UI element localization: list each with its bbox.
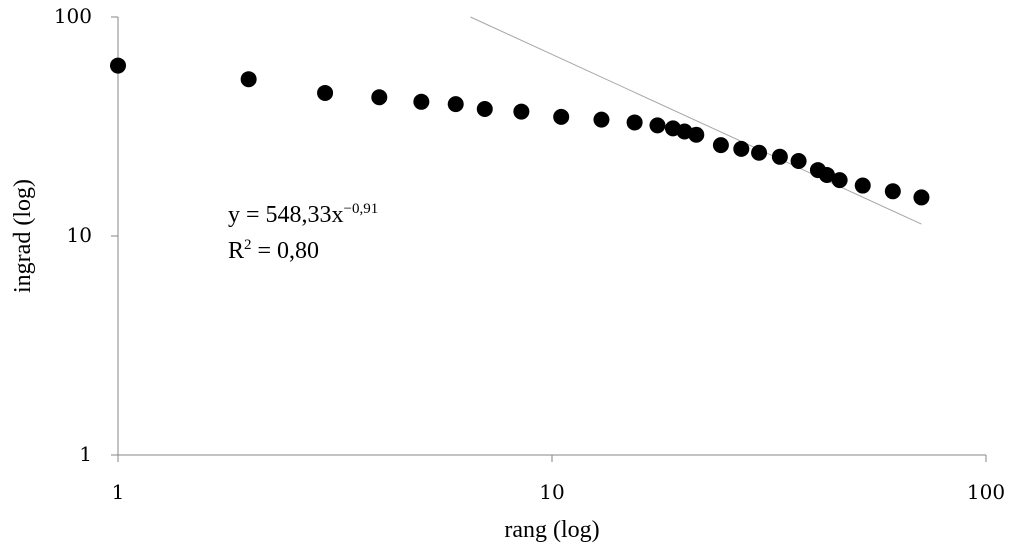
data-point-22 (831, 172, 848, 189)
data-point-14 (688, 126, 705, 143)
data-point-8 (553, 108, 570, 125)
trendline-equation: y = 548,33x−0,91 (228, 201, 378, 228)
x-tick-label-0: 1 (112, 480, 125, 504)
data-point-7 (513, 103, 530, 120)
x-tick-label-1: 10 (539, 480, 564, 504)
tick-labels: 1 10 100 1 10 100 (54, 4, 1005, 504)
y-tick-label-1: 10 (67, 223, 92, 247)
data-point-18 (771, 148, 788, 165)
data-point-25 (913, 189, 930, 206)
y-axis-title: ingrad (log) (10, 179, 36, 293)
data-point-23 (854, 177, 871, 194)
data-point-3 (371, 89, 388, 106)
y-tick-label-2: 100 (54, 4, 92, 28)
data-point-4 (413, 93, 430, 110)
data-point-16 (733, 140, 750, 157)
data-point-21 (818, 166, 835, 183)
data-point-24 (884, 183, 901, 200)
equation-exponent: −0,91 (344, 201, 379, 217)
data-point-10 (626, 114, 643, 131)
trendline-group (470, 16, 922, 225)
data-point-15 (712, 137, 729, 154)
data-point-0 (110, 57, 126, 74)
data-point-1 (240, 71, 257, 88)
data-point-17 (751, 144, 768, 161)
data-point-19 (790, 153, 807, 170)
r-squared-value: = 0,80 (252, 238, 320, 264)
data-point-5 (447, 96, 464, 113)
x-tick-label-2: 100 (967, 480, 1005, 504)
data-point-9 (593, 111, 610, 128)
data-point-6 (476, 101, 493, 118)
data-points (110, 57, 930, 206)
trendline (470, 16, 922, 225)
r-squared-sup: 2 (244, 237, 252, 253)
ticks (111, 16, 987, 462)
x-axis-title: rang (log) (504, 517, 599, 543)
data-point-2 (317, 84, 334, 101)
equation-main: y = 548,33x (228, 202, 344, 228)
y-tick-label-0: 1 (79, 442, 92, 466)
r-squared-label: R2 = 0,80 (228, 237, 319, 264)
data-point-11 (649, 117, 666, 134)
r-squared-prefix: R (228, 238, 244, 264)
